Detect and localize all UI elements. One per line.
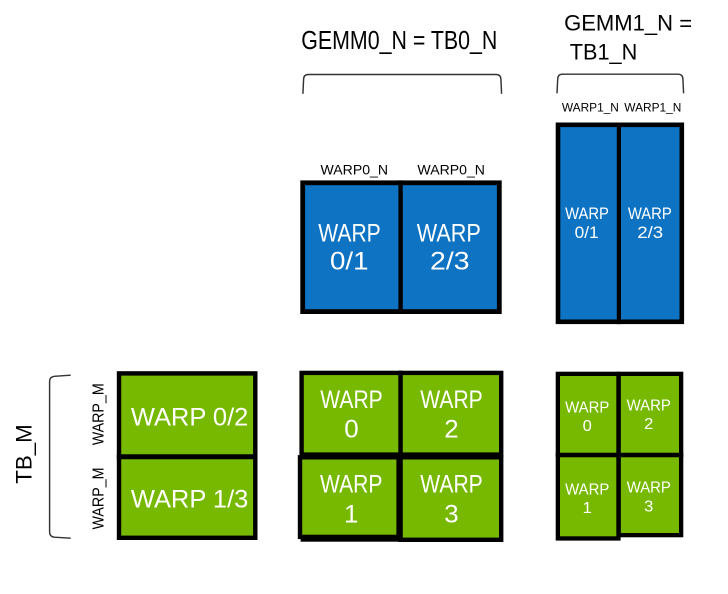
svg-text:WARP: WARP	[417, 221, 481, 248]
svg-text:WARP: WARP	[565, 204, 609, 223]
svg-text:TB1_N: TB1_N	[570, 40, 638, 65]
svg-text:WARP: WARP	[628, 204, 672, 223]
svg-text:0: 0	[583, 418, 592, 435]
svg-text:WARP1_N: WARP1_N	[562, 101, 619, 115]
svg-text:GEMM0_N = TB0_N: GEMM0_N = TB0_N	[301, 27, 497, 55]
svg-text:WARP_M: WARP_M	[90, 468, 107, 530]
svg-text:WARP: WARP	[320, 387, 383, 414]
svg-text:WARP: WARP	[318, 221, 381, 248]
svg-text:WARP: WARP	[627, 398, 671, 415]
svg-text:TB_M: TB_M	[11, 424, 36, 484]
svg-text:WARP: WARP	[420, 471, 483, 498]
svg-text:WARP0_N: WARP0_N	[417, 162, 485, 178]
svg-text:WARP 0/2: WARP 0/2	[131, 404, 249, 432]
svg-text:WARP 1/3: WARP 1/3	[131, 486, 249, 514]
svg-text:0/1: 0/1	[575, 223, 599, 242]
svg-text:1: 1	[583, 500, 592, 517]
svg-text:WARP: WARP	[320, 471, 383, 498]
svg-text:WARP: WARP	[565, 481, 609, 498]
svg-text:1: 1	[344, 502, 358, 529]
svg-text:WARP: WARP	[565, 399, 609, 416]
svg-text:0: 0	[344, 417, 358, 444]
svg-text:2: 2	[444, 417, 458, 444]
svg-text:2/3: 2/3	[430, 249, 470, 276]
svg-text:GEMM1_N =: GEMM1_N =	[564, 11, 692, 36]
svg-text:WARP1_N: WARP1_N	[624, 101, 681, 115]
svg-text:WARP: WARP	[420, 387, 483, 414]
svg-text:3: 3	[644, 499, 653, 516]
svg-text:WARP0_N: WARP0_N	[321, 162, 389, 178]
svg-text:2/3: 2/3	[637, 223, 663, 242]
svg-text:2: 2	[644, 416, 653, 433]
svg-text:3: 3	[444, 502, 458, 529]
svg-text:0/1: 0/1	[330, 249, 369, 276]
svg-text:WARP: WARP	[627, 480, 671, 497]
svg-text:WARP_M: WARP_M	[90, 383, 107, 445]
